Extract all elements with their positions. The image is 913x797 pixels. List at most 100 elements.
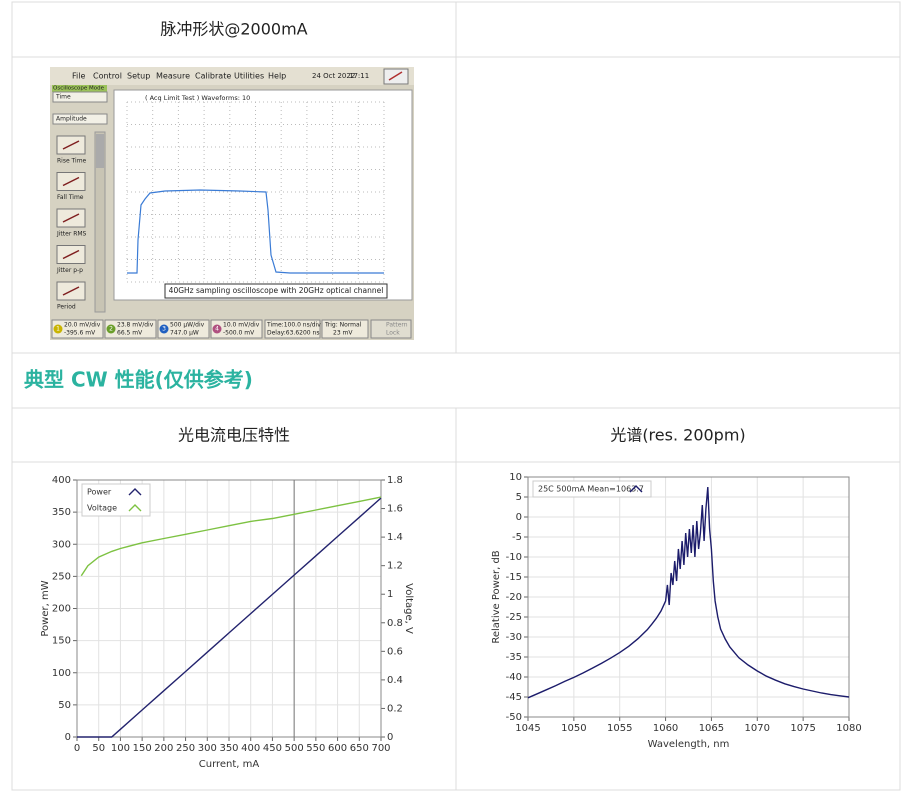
scope-text: Utilities (234, 72, 264, 81)
scope-text: ( Acq Limit Test ) Waveforms: 10 (145, 94, 250, 102)
y-tick-label: 200 (52, 604, 71, 615)
scope-text: 23 mV (333, 330, 353, 337)
scope-text: Help (268, 72, 286, 81)
x-tick-label: 150 (133, 743, 152, 754)
legend-swatch (128, 504, 142, 512)
channel-badge (106, 324, 116, 334)
y-tick-label: -15 (506, 572, 522, 583)
x-tick-label: 500 (285, 743, 304, 754)
x-axis-title: Current, mA (199, 759, 260, 770)
scope-text: 500 µW/div (170, 322, 205, 329)
y2-tick-label: 0.6 (387, 646, 403, 657)
scope-text: 10.0 mV/div (223, 322, 260, 329)
y2-tick-label: 0.4 (387, 675, 403, 686)
x-tick-label: 1065 (699, 723, 724, 734)
scope-text: Setup (127, 72, 150, 81)
y2-tick-label: 0.8 (387, 618, 403, 629)
scope-text: 2 (109, 326, 113, 333)
y-tick-label: 5 (516, 492, 522, 503)
scope-text: Delay:63.6200 ns (267, 330, 319, 337)
x-tick-label: 250 (176, 743, 195, 754)
scope-text: File (72, 72, 85, 81)
y2-tick-label: 1.4 (387, 532, 403, 543)
x-tick-label: 50 (92, 743, 105, 754)
y2-tick-label: 1.8 (387, 475, 403, 486)
scope-text: 40GHz sampling oscilloscope with 20GHz o… (169, 286, 384, 295)
y2-tick-label: 0.2 (387, 703, 403, 714)
channel-box (51, 319, 104, 339)
y-tick-label: -20 (506, 592, 522, 603)
scope-text: Time:100.0 ns/div (266, 322, 321, 329)
scope-text: 17:11 (349, 72, 369, 80)
y2-tick-label: 0 (387, 732, 393, 743)
x-tick-label: 1045 (515, 723, 540, 734)
x-tick-label: 700 (371, 743, 390, 754)
y-axis-title: Power, mW (40, 580, 51, 636)
channel-box (210, 319, 263, 339)
x-tick-label: 400 (241, 743, 260, 754)
y-tick-label: -35 (506, 652, 522, 663)
channel-badge (159, 324, 169, 334)
x-tick-label: 650 (350, 743, 369, 754)
y-tick-label: 250 (52, 571, 71, 582)
x-tick-label: 200 (154, 743, 173, 754)
series-line (80, 496, 382, 577)
y2-tick-label: 1.6 (387, 504, 403, 515)
x-tick-label: 1080 (836, 723, 861, 734)
dropdown (52, 91, 108, 103)
y-tick-label: -25 (506, 612, 522, 623)
scope-text: Fall Time (57, 194, 84, 201)
y-tick-label: 100 (52, 668, 71, 679)
x-tick-label: 0 (74, 743, 80, 754)
plot-frame (527, 476, 850, 718)
oscilloscope-screenshot: File Control Setup Measure Calibrate Utilitie… (50, 67, 414, 340)
y2-axis-title: Voltage, V (403, 583, 414, 634)
trigger-box (321, 319, 369, 339)
scope-text: 23.8 mV/div (117, 322, 154, 329)
x-tick-label: 100 (111, 743, 130, 754)
y-tick-label: 150 (52, 636, 71, 647)
series-line (527, 486, 850, 699)
y-tick-label: 0 (65, 732, 71, 743)
channel-badge (53, 324, 63, 334)
scope-text: Oscilloscope Mode (53, 86, 105, 92)
cell-title: 光谱(res. 200pm) (610, 426, 745, 445)
scope-text: Measure (156, 72, 190, 81)
scope-text: 4 (215, 326, 219, 333)
scope-text: Rise Time (57, 158, 87, 165)
scope-text: 66.5 mV (117, 330, 143, 337)
y-tick-label: -30 (506, 632, 522, 643)
x-tick-label: 450 (263, 743, 282, 754)
x-tick-label: 1055 (607, 723, 632, 734)
channel-box (104, 319, 157, 339)
plot-frame (76, 479, 382, 738)
legend-label: Power (87, 488, 112, 497)
scope-text: Time (55, 94, 71, 101)
scope-text: Control (93, 72, 122, 81)
scope-text: Lock (386, 330, 400, 337)
x-tick-label: 1075 (790, 723, 815, 734)
y-tick-label: 300 (52, 539, 71, 550)
scope-text: Jitter p-p (56, 267, 83, 274)
y-tick-label: -5 (512, 532, 522, 543)
scope-icon (62, 140, 80, 150)
y-axis-title: Relative Power, dB (491, 550, 502, 643)
legend-swatch (629, 485, 643, 493)
cell-title: 光电流电压特性 (178, 426, 290, 445)
legend-swatch (128, 488, 142, 496)
y-tick-label: -50 (506, 712, 522, 723)
series-line (77, 497, 382, 738)
y-tick-label: -10 (506, 552, 522, 563)
scope-icon (62, 249, 80, 260)
dropdown (52, 113, 108, 125)
scope-text: Amplitude (56, 116, 87, 123)
channel-badge (212, 324, 222, 334)
legend-label: 25C 500mA Mean=1063.7 (538, 485, 644, 494)
y-tick-label: -45 (506, 692, 522, 703)
table-grid (11, 1, 901, 791)
timebase-box (264, 319, 321, 339)
cell-title: 脉冲形状@2000mA (160, 20, 307, 39)
y-tick-label: 0 (516, 512, 522, 523)
x-tick-label: 1050 (561, 723, 586, 734)
